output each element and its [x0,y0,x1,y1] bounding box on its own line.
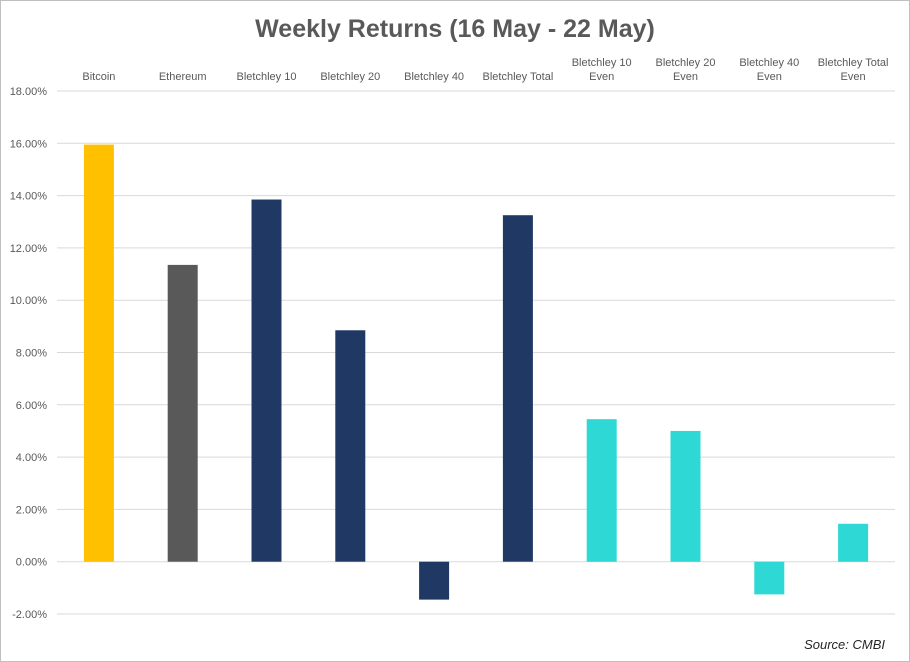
bar [167,264,198,562]
category-label: Bletchley 40 [739,57,799,69]
y-tick-label: 12.00% [10,243,48,255]
y-tick-label: 8.00% [16,348,47,360]
category-label: Bletchley 10 [237,71,297,83]
bar [251,199,282,562]
category-label: Bitcoin [82,71,115,83]
bar [670,430,701,562]
y-tick-label: 18.00% [10,86,48,98]
category-label: Ethereum [159,71,207,83]
category-label: Even [841,71,866,83]
category-labels: Bitcoin Ethereum Bletchley 10 Bletchley 20 B… [82,57,888,83]
category-label: Bletchley 10 [572,57,632,69]
source-note: Source: CMBI [804,637,885,652]
bar [586,419,617,562]
category-label: Bletchley Total [483,71,554,83]
bar [502,215,533,562]
y-axis-tick-labels: 18.00% 16.00% 14.00% 12.00% 10.00% 8.00% 6.00%… [10,86,48,621]
category-label: Bletchley 20 [320,71,380,83]
category-label: Even [589,71,614,83]
bars [83,144,869,600]
bar [754,561,785,595]
y-tick-label: -2.00% [12,609,47,621]
bar [83,144,114,562]
category-label: Bletchley 40 [404,71,464,83]
bar [838,523,869,562]
category-label: Even [673,71,698,83]
y-tick-label: 16.00% [10,138,48,150]
y-tick-label: 4.00% [16,452,47,464]
bar [419,561,450,600]
category-label: Even [757,71,782,83]
y-tick-label: 14.00% [10,191,48,203]
y-tick-label: 6.00% [16,400,47,412]
y-tick-label: 2.00% [16,504,47,516]
bar [335,330,366,562]
category-label: Bletchley 20 [656,57,716,69]
y-tick-label: 0.00% [16,557,47,569]
chart-title: Weekly Returns (16 May - 22 May) [255,15,655,43]
category-label: Bletchley Total [818,57,889,69]
y-tick-label: 10.00% [10,295,48,307]
